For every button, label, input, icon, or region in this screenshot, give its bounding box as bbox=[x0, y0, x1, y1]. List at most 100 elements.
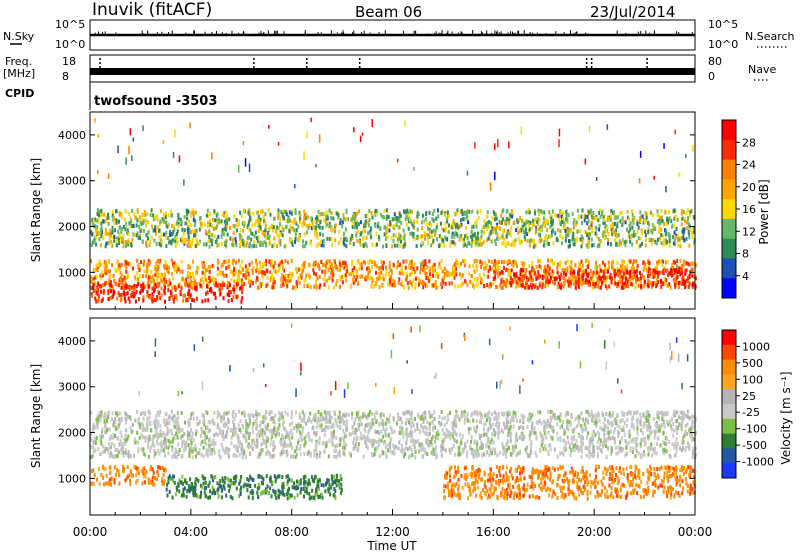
heatmap-cell bbox=[251, 244, 254, 249]
heatmap-cell bbox=[158, 412, 161, 417]
heatmap-cell bbox=[454, 284, 457, 289]
heatmap-cell bbox=[489, 267, 492, 272]
heatmap-cell bbox=[632, 273, 635, 278]
heatmap-cell bbox=[155, 264, 158, 269]
heatmap-cell bbox=[386, 223, 389, 228]
heatmap-cell bbox=[473, 449, 476, 454]
heatmap-cell bbox=[380, 270, 383, 275]
heatmap-cell bbox=[664, 229, 667, 234]
power-ytick-label: 2000 bbox=[58, 221, 86, 234]
heatmap-cell bbox=[665, 278, 668, 283]
heatmap-cell bbox=[556, 285, 559, 290]
heatmap-cell bbox=[682, 278, 685, 283]
heatmap-cell bbox=[101, 270, 104, 275]
heatmap-cell bbox=[544, 271, 547, 276]
heatmap-cell bbox=[480, 234, 483, 239]
heatmap-cell bbox=[316, 276, 319, 281]
heatmap-cell bbox=[561, 451, 563, 455]
heatmap-cell bbox=[100, 289, 103, 294]
heatmap-cell bbox=[270, 258, 273, 263]
heatmap-cell bbox=[145, 243, 148, 248]
heatmap-cell bbox=[480, 229, 483, 234]
heatmap-cell bbox=[177, 212, 180, 217]
heatmap-cell bbox=[581, 276, 584, 281]
heatmap-cell bbox=[343, 439, 345, 443]
heatmap-cell bbox=[665, 412, 667, 417]
heatmap-cell bbox=[147, 230, 150, 235]
heatmap-cell bbox=[655, 451, 658, 456]
heatmap-cell bbox=[455, 272, 458, 277]
heatmap-cell bbox=[694, 276, 697, 281]
heatmap-cell bbox=[677, 281, 680, 285]
heatmap-cell bbox=[181, 269, 184, 274]
heatmap-cell bbox=[657, 259, 660, 264]
heatmap-cell bbox=[494, 230, 497, 235]
heatmap-cell bbox=[412, 234, 415, 239]
heatmap-cell bbox=[651, 228, 654, 233]
heatmap-cell bbox=[510, 262, 513, 267]
heatmap-cell bbox=[256, 277, 259, 282]
heatmap-cell bbox=[469, 234, 472, 239]
heatmap-cell bbox=[127, 450, 130, 454]
heatmap-cell bbox=[339, 424, 341, 429]
heatmap-cell bbox=[687, 279, 690, 284]
heatmap-cell bbox=[269, 429, 272, 433]
heatmap-cell bbox=[485, 238, 488, 243]
heatmap-cell bbox=[622, 219, 625, 224]
heatmap-cell bbox=[243, 240, 246, 245]
heatmap-cell bbox=[685, 211, 688, 216]
heatmap-cell bbox=[694, 263, 697, 268]
heatmap-cell bbox=[100, 441, 103, 446]
heatmap-cell bbox=[107, 212, 110, 217]
heatmap-cell bbox=[235, 242, 238, 247]
heatmap-cell bbox=[287, 217, 290, 222]
heatmap-cell bbox=[96, 292, 99, 297]
heatmap-cell bbox=[314, 418, 317, 423]
heatmap-cell bbox=[225, 430, 228, 435]
heatmap-scatter bbox=[125, 157, 127, 165]
heatmap-cell bbox=[113, 238, 116, 243]
heatmap-cell bbox=[410, 281, 413, 286]
heatmap-cell bbox=[214, 239, 217, 244]
heatmap-cell bbox=[444, 281, 447, 286]
heatmap-cell bbox=[526, 285, 529, 290]
heatmap-cell bbox=[350, 432, 353, 437]
heatmap-cell bbox=[436, 237, 438, 242]
heatmap-cell bbox=[341, 224, 344, 229]
heatmap-cell bbox=[548, 267, 551, 272]
heatmap-cell bbox=[153, 238, 156, 243]
heatmap-cell bbox=[404, 411, 407, 416]
heatmap-cell bbox=[668, 216, 671, 221]
heatmap-cell bbox=[278, 266, 281, 271]
heatmap-cell bbox=[117, 283, 120, 287]
heatmap-cell bbox=[283, 277, 286, 282]
heatmap-cell bbox=[569, 270, 572, 275]
heatmap-cell bbox=[506, 231, 509, 236]
heatmap-cell bbox=[170, 241, 173, 246]
heatmap-cell bbox=[542, 243, 545, 248]
heatmap-scatter bbox=[242, 141, 245, 146]
heatmap-cell bbox=[639, 422, 642, 427]
heatmap-cell bbox=[204, 433, 207, 437]
heatmap-cell bbox=[95, 242, 98, 247]
heatmap-cell bbox=[209, 420, 212, 425]
heatmap-cell bbox=[424, 259, 427, 264]
heatmap-cell bbox=[621, 279, 624, 284]
heatmap-cell bbox=[676, 270, 679, 275]
heatmap-cell bbox=[462, 240, 465, 245]
heatmap-cell bbox=[576, 229, 579, 234]
heatmap-cell bbox=[674, 284, 677, 289]
heatmap-cell bbox=[425, 271, 428, 276]
heatmap-cell bbox=[476, 231, 479, 236]
heatmap-cell bbox=[483, 266, 486, 271]
heatmap-cell bbox=[280, 209, 283, 214]
heatmap-cell bbox=[317, 263, 320, 268]
heatmap-cell bbox=[390, 217, 393, 222]
heatmap-cell bbox=[608, 284, 611, 289]
heatmap-cell bbox=[519, 419, 522, 424]
heatmap-cell bbox=[467, 240, 470, 245]
heatmap-cell bbox=[248, 208, 251, 213]
heatmap-cell bbox=[228, 448, 231, 452]
heatmap-cell bbox=[331, 431, 334, 435]
heatmap-cell bbox=[543, 220, 546, 225]
